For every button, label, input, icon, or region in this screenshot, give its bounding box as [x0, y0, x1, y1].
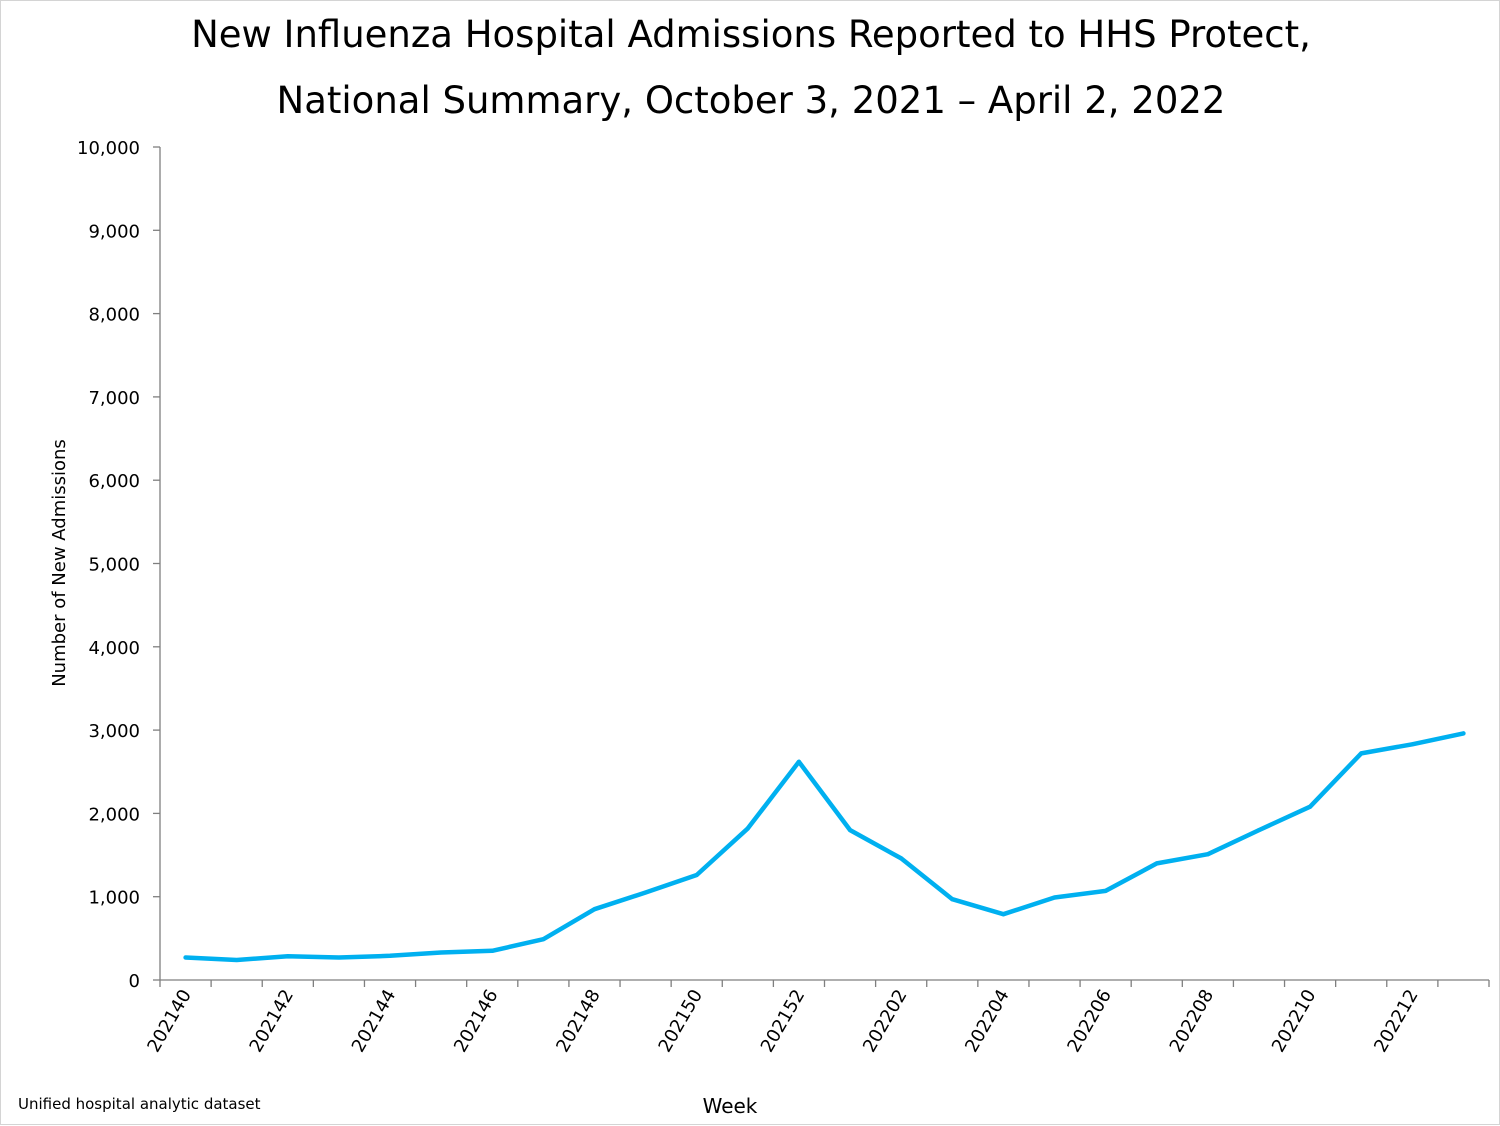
data-point [1052, 895, 1057, 900]
series-line [183, 731, 1466, 963]
data-point [592, 907, 597, 912]
data-point [848, 828, 853, 833]
x-tick-label: 202208 [1166, 986, 1219, 1056]
data-point [1103, 888, 1108, 893]
data-point [541, 937, 546, 942]
data-point [899, 856, 904, 861]
chart-subtitle: National Summary, October 3, 2021 – Apri… [276, 79, 1226, 122]
x-tick-label: 202146 [450, 986, 503, 1056]
x-tick-label: 202150 [654, 986, 707, 1056]
data-point [950, 897, 955, 902]
x-tick-label: 202140 [143, 986, 196, 1056]
data-point [490, 948, 495, 953]
data-point [1359, 751, 1364, 756]
x-tick-label: 202152 [757, 986, 810, 1056]
data-point [234, 958, 239, 963]
x-tick-label: 202212 [1370, 986, 1423, 1056]
x-tick-label: 202142 [246, 986, 299, 1056]
y-tick-label: 9,000 [88, 221, 140, 242]
data-point [1154, 861, 1159, 866]
x-tick-label: 202148 [552, 986, 605, 1056]
x-axis-label: Week [703, 1094, 758, 1118]
y-tick-label: 10,000 [77, 138, 140, 159]
x-tick-label: 202210 [1268, 986, 1321, 1056]
data-point [694, 873, 699, 878]
data-point [796, 759, 801, 764]
x-axis: 202140 202142 202144 202146 202148 202150 2021… [143, 979, 1490, 1056]
data-point [745, 826, 750, 831]
data-point [1410, 742, 1415, 747]
y-tick-label: 7,000 [88, 388, 140, 409]
data-point [1205, 852, 1210, 857]
data-point [1001, 912, 1006, 917]
y-axis-label: Number of New Admissions [49, 439, 70, 687]
data-point [336, 955, 341, 960]
data-point [183, 955, 188, 960]
y-tick-label: 0 [129, 971, 140, 992]
data-point [439, 950, 444, 955]
data-point [643, 890, 648, 895]
y-tick-label: 3,000 [88, 721, 140, 742]
x-tick-label: 202204 [961, 986, 1014, 1056]
x-tick-label: 202202 [859, 986, 912, 1056]
series-layer [183, 731, 1466, 963]
data-point [1256, 828, 1261, 833]
data-point [388, 953, 393, 958]
x-tick-label: 202206 [1063, 986, 1116, 1056]
y-tick-label: 2,000 [88, 804, 140, 825]
data-point [1308, 804, 1313, 809]
y-tick-label: 4,000 [88, 638, 140, 659]
data-point [285, 954, 290, 959]
y-tick-label: 6,000 [88, 471, 140, 492]
y-tick-label: 8,000 [88, 305, 140, 326]
chart-title: New Influenza Hospital Admissions Report… [191, 13, 1311, 56]
data-point [1461, 731, 1466, 736]
y-axis: 0 1,000 2,000 3,000 4,000 5,000 6,000 7,000 8,00… [77, 138, 161, 992]
y-tick-label: 1,000 [88, 888, 140, 909]
y-tick-label: 5,000 [88, 555, 140, 576]
x-tick-label: 202144 [348, 986, 401, 1056]
source-note: Unified hospital analytic dataset [18, 1095, 261, 1113]
